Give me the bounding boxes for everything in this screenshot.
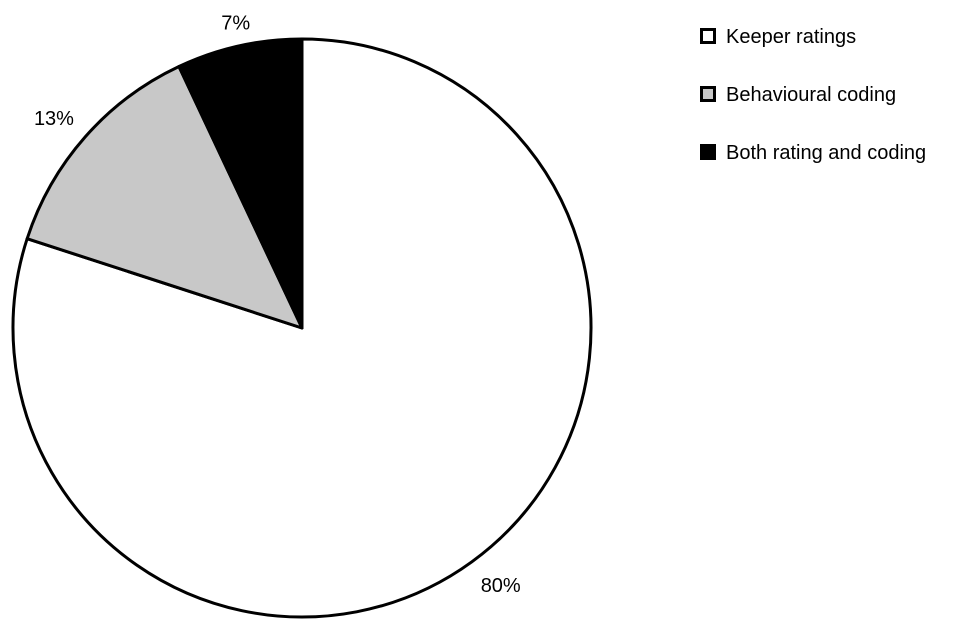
legend-swatch-behavioural-coding [700,86,716,102]
pie-labels: 80% 13% 7% [34,12,521,597]
legend-swatch-keeper-ratings [700,28,716,44]
pie-slices [11,37,593,619]
pie-label-keeper-ratings: 80% [481,575,521,597]
pie-slice-behavioural-coding [25,65,304,330]
legend-label-both-rating-and-coding: Both rating and coding [726,142,926,164]
pie-label-behavioural-coding: 13% [34,108,74,130]
legend-swatch-both-rating-and-coding [700,144,716,160]
legend: Keeper ratings Behavioural coding Both rat… [700,26,926,164]
legend-label-keeper-ratings: Keeper ratings [726,26,856,48]
pie-label-both-rating-and-coding: 7% [221,12,250,34]
pie-slice-both-rating-and-coding [177,37,304,330]
legend-label-behavioural-coding: Behavioural coding [726,84,896,106]
